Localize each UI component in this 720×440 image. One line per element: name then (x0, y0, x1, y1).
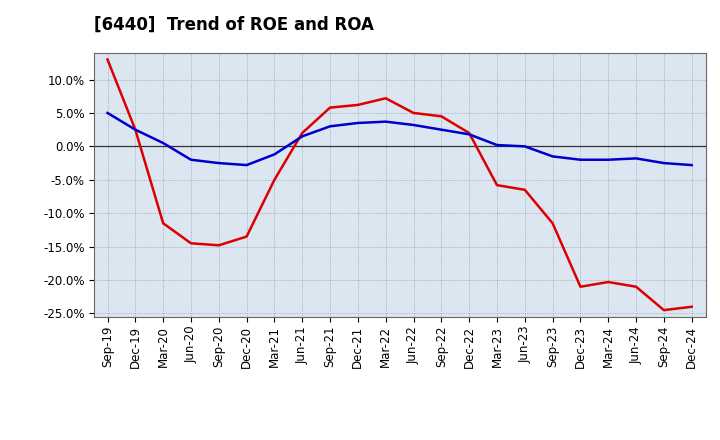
ROE (215, 242, 223, 248)
ROA (382, 119, 390, 124)
ROE (549, 220, 557, 226)
ROA (159, 140, 168, 146)
ROE (242, 234, 251, 239)
ROE (631, 284, 640, 290)
ROE (159, 220, 168, 226)
ROA (270, 152, 279, 157)
ROA (465, 132, 474, 137)
ROA (521, 144, 529, 149)
ROE (521, 187, 529, 192)
ROE (382, 95, 390, 101)
ROA (604, 157, 613, 162)
ROE (131, 127, 140, 132)
ROA (549, 154, 557, 159)
ROE (492, 183, 501, 188)
ROA (688, 162, 696, 168)
ROE (270, 177, 279, 183)
ROA (354, 120, 362, 125)
ROA (576, 157, 585, 162)
ROA (437, 127, 446, 132)
ROA (660, 161, 668, 166)
ROA (186, 157, 195, 162)
ROE (325, 105, 334, 110)
ROE (688, 304, 696, 309)
ROA (242, 162, 251, 168)
ROA (215, 161, 223, 166)
Line: ROA: ROA (107, 113, 692, 165)
ROE (465, 130, 474, 136)
ROE (576, 284, 585, 290)
ROE (660, 308, 668, 313)
ROA (409, 122, 418, 128)
ROA (103, 110, 112, 116)
ROE (354, 102, 362, 107)
Text: [6440]  Trend of ROE and ROA: [6440] Trend of ROE and ROA (94, 15, 374, 33)
ROA (492, 143, 501, 148)
ROE (604, 279, 613, 285)
Line: ROE: ROE (107, 59, 692, 310)
ROE (103, 57, 112, 62)
ROA (298, 134, 307, 139)
ROE (298, 130, 307, 136)
ROA (325, 124, 334, 129)
ROE (409, 110, 418, 116)
ROA (131, 127, 140, 132)
ROA (631, 156, 640, 161)
ROE (186, 241, 195, 246)
ROE (437, 114, 446, 119)
